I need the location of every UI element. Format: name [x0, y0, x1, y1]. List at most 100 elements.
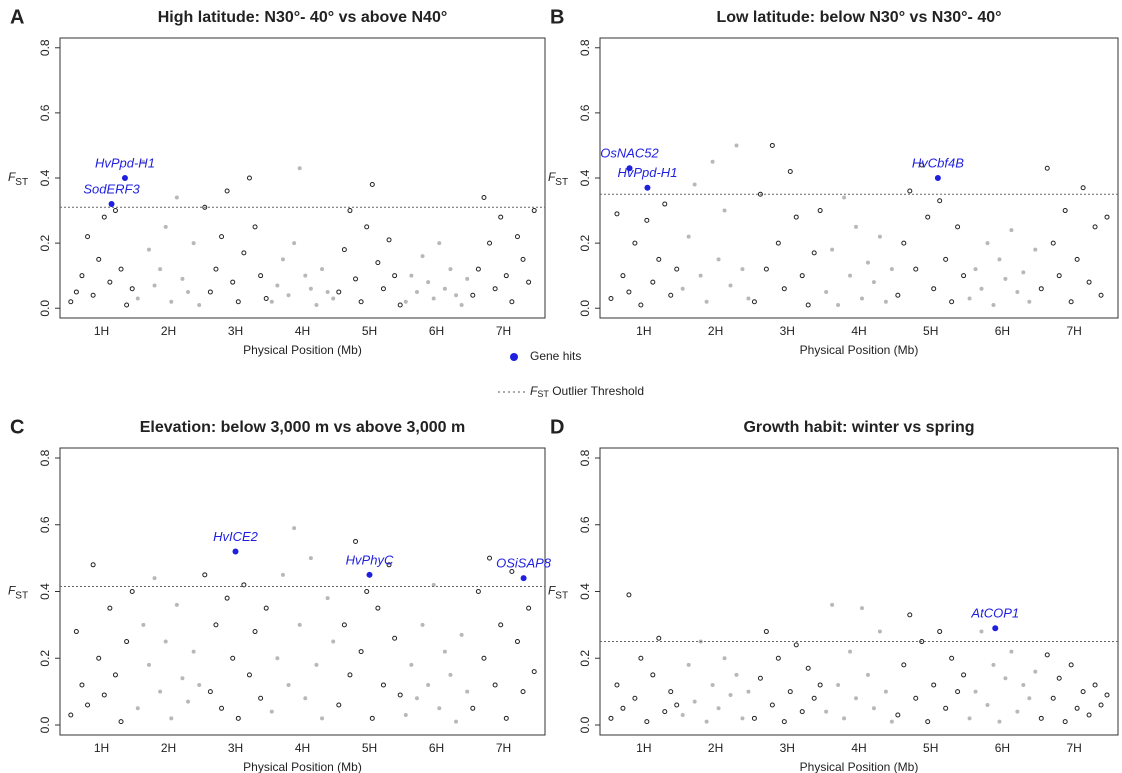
- snp-point: [824, 289, 829, 294]
- snp-point: [1015, 709, 1020, 714]
- snp-point: [475, 589, 481, 594]
- snp-point: [1003, 676, 1008, 681]
- legend-hit-marker: [510, 353, 518, 361]
- snp-point: [614, 211, 620, 217]
- snp-point: [913, 266, 919, 272]
- y-tick-label: 0.0: [578, 716, 592, 733]
- snp-point: [680, 712, 685, 717]
- gene-hit-label: OSiSAP8: [496, 556, 552, 571]
- y-axis-label: FST: [8, 584, 28, 601]
- gene-hit: [626, 165, 633, 172]
- snp-point: [509, 568, 515, 574]
- snp-point: [514, 234, 520, 240]
- snp-point: [620, 705, 626, 711]
- y-axis-label: FST: [8, 170, 28, 187]
- x-tick-label: 1H: [94, 324, 109, 338]
- snp-point: [186, 289, 191, 294]
- snp-point: [740, 716, 745, 721]
- snp-point: [465, 689, 470, 694]
- x-axis-label: Physical Position (Mb): [243, 343, 362, 357]
- snp-point: [197, 302, 202, 307]
- x-tick-label: 7H: [496, 741, 511, 755]
- snp-point: [919, 639, 925, 645]
- gene-hit: [644, 184, 651, 191]
- snp-point: [118, 719, 124, 725]
- y-label-f: F: [8, 584, 16, 598]
- snp-point: [403, 712, 408, 717]
- snp-point: [475, 266, 481, 272]
- x-tick-label: 1H: [636, 324, 651, 338]
- snp-point: [320, 267, 325, 272]
- snp-point: [409, 273, 414, 278]
- snp-point: [241, 582, 247, 588]
- snp-point: [889, 267, 894, 272]
- x-tick-label: 7H: [1066, 324, 1081, 338]
- snp-point: [967, 716, 972, 721]
- snp-point: [1092, 682, 1098, 688]
- snp-point: [1033, 247, 1038, 252]
- snp-point: [614, 682, 620, 688]
- gene-hit: [108, 201, 115, 208]
- snp-point: [336, 289, 342, 295]
- snp-point: [186, 699, 191, 704]
- snp-point: [1038, 715, 1044, 721]
- snp-point: [426, 682, 431, 687]
- snp-point: [174, 195, 179, 200]
- snp-point: [680, 286, 685, 291]
- y-tick-label: 0.8: [38, 449, 52, 466]
- snp-point: [448, 267, 453, 272]
- snp-point: [751, 715, 757, 721]
- snp-point: [331, 296, 336, 301]
- snp-point: [487, 240, 493, 246]
- panel-letter: C: [10, 416, 24, 438]
- snp-point: [459, 632, 464, 637]
- snp-point: [414, 289, 419, 294]
- snp-point: [865, 260, 870, 265]
- y-tick-label: 0.0: [38, 716, 52, 733]
- snp-point: [662, 709, 668, 715]
- snp-point: [973, 267, 978, 272]
- snp-point: [202, 204, 208, 210]
- snp-point: [246, 672, 252, 678]
- gene-hit-label: HvPhyC: [346, 552, 394, 567]
- snp-point: [420, 622, 425, 627]
- snp-point: [426, 280, 431, 285]
- snp-point: [269, 299, 274, 304]
- snp-point: [364, 589, 370, 594]
- snp-point: [79, 273, 85, 279]
- snp-point: [692, 182, 697, 187]
- snp-point: [716, 257, 721, 262]
- y-tick-label: 0.0: [578, 300, 592, 317]
- x-tick-label: 4H: [851, 324, 866, 338]
- snp-point: [112, 672, 118, 678]
- plot-frame: [59, 447, 546, 736]
- snp-point: [280, 572, 285, 577]
- snp-point: [68, 299, 74, 305]
- snp-point: [1044, 165, 1050, 171]
- snp-point: [757, 191, 763, 197]
- panel-title: Growth habit: winter vs spring: [743, 419, 974, 436]
- snp-point: [775, 240, 781, 246]
- snp-point: [191, 241, 196, 246]
- y-tick-label: 0.2: [578, 650, 592, 667]
- snp-point: [454, 293, 459, 298]
- snp-point: [498, 622, 504, 628]
- x-tick-label: 6H: [995, 741, 1010, 755]
- gene-hit-label: HvICE2: [213, 529, 259, 544]
- snp-point: [292, 241, 297, 246]
- y-tick-label: 0.4: [38, 169, 52, 186]
- snp-point: [871, 280, 876, 285]
- snp-point: [498, 214, 504, 220]
- snp-point: [481, 195, 487, 201]
- snp-point: [644, 719, 650, 725]
- snp-point: [686, 234, 691, 239]
- y-tick-label: 0.8: [578, 449, 592, 466]
- gene-hit-label: HvCbf4B: [912, 155, 964, 170]
- y-tick-label: 0.6: [38, 104, 52, 121]
- snp-point: [877, 234, 882, 239]
- plot-frame: [599, 37, 1119, 319]
- gene-hit-label: HvPpd-H1: [617, 165, 677, 180]
- y-tick-label: 0.6: [578, 516, 592, 533]
- snp-point: [836, 302, 841, 307]
- snp-point: [817, 208, 823, 214]
